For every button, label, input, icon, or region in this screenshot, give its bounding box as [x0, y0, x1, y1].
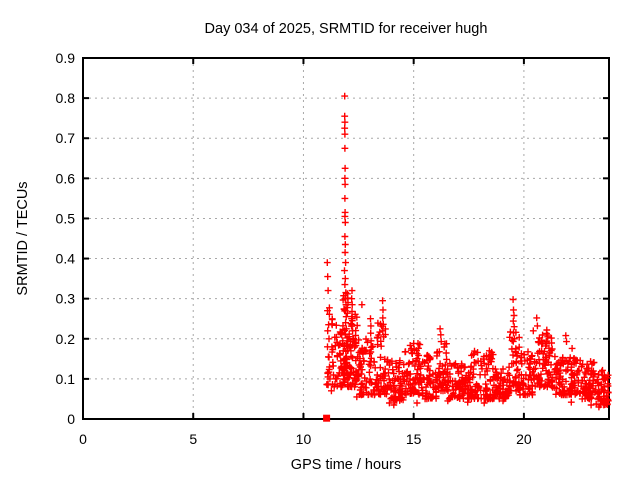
x-tick-label: 5 [189, 431, 197, 447]
y-tick-label: 0.7 [56, 130, 76, 146]
y-tick-label: 0.3 [56, 291, 76, 307]
y-tick-label: 0.5 [56, 210, 76, 226]
y-axis-label: SRMTID / TECUs [15, 181, 31, 295]
y-tick-label: 0 [67, 411, 75, 427]
plot-border [82, 57, 610, 420]
x-axis-label: GPS time / hours [291, 457, 401, 473]
y-tick-label: 0.6 [56, 170, 76, 186]
y-tick-label: 0.8 [56, 90, 76, 106]
y-tick-label: 0.2 [56, 331, 76, 347]
filled-square-marker [323, 414, 331, 422]
x-tick-label: 0 [79, 431, 87, 447]
y-tick-label: 0.9 [56, 50, 76, 66]
x-tick-label: 20 [516, 431, 532, 447]
plot-frame [82, 57, 610, 420]
x-tick-label: 15 [406, 431, 422, 447]
data-points-layer [323, 92, 612, 422]
x-tick-label: 10 [296, 431, 312, 447]
scatter-plus-markers [323, 92, 612, 411]
y-tick-label: 0.1 [56, 371, 76, 387]
chart-title: Day 034 of 2025, SRMTID for receiver hug… [205, 21, 488, 37]
tick-labels: 0 5 10 15 20 0 0.1 0.2 0.3 0.4 0.5 0.6 0.7 0.8 0.9 [56, 50, 532, 447]
y-tick-label: 0.4 [56, 251, 76, 267]
